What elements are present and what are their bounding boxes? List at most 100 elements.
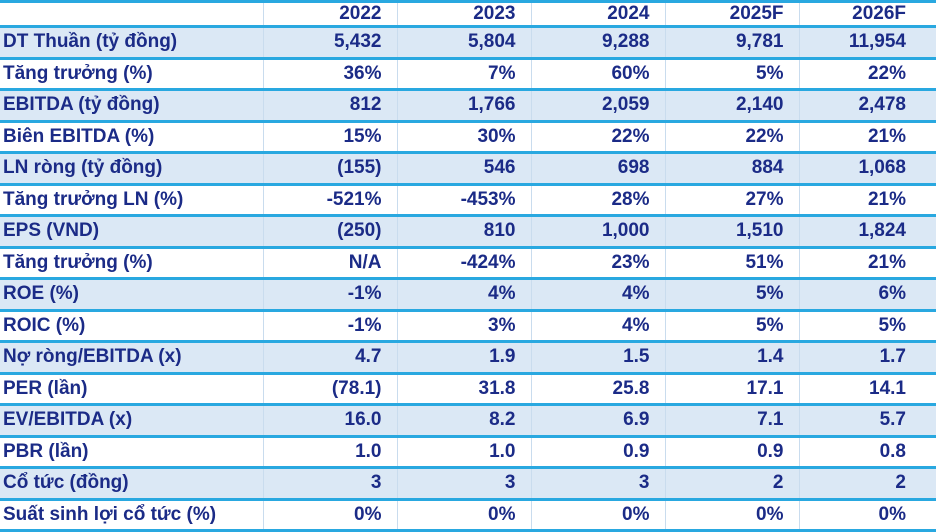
value-cell: 30%: [396, 121, 531, 153]
value-cell: 22%: [664, 121, 799, 153]
table-row: PER (lần) (78.1) 31.8 25.8 17.1 14.1: [0, 373, 936, 405]
value-cell: 1,000: [530, 215, 665, 247]
value-cell: 1.4: [664, 341, 799, 373]
value-cell: 0.8: [798, 436, 936, 468]
value-cell: 4%: [530, 278, 665, 310]
value-cell: 0.9: [530, 436, 665, 468]
value-cell: 16.0: [262, 404, 397, 436]
value-cell: -1%: [262, 278, 397, 310]
value-cell: 21%: [798, 121, 936, 153]
value-cell: 0%: [664, 499, 799, 531]
value-cell: 0%: [530, 499, 665, 531]
value-cell: -453%: [396, 184, 531, 216]
table-row: Tăng trưởng LN (%) -521% -453% 28% 27% 21%: [0, 184, 936, 216]
table-row: Biên EBITDA (%) 15% 30% 22% 22% 21%: [0, 121, 936, 153]
value-cell: 2,059: [530, 89, 665, 121]
value-cell: 22%: [530, 121, 665, 153]
value-cell: 810: [396, 215, 531, 247]
value-cell: 0%: [396, 499, 531, 531]
table-body: DT Thuần (tỷ đồng) 5,432 5,804 9,288 9,781 11…: [0, 26, 936, 531]
value-cell: 2: [798, 467, 936, 499]
column-header-2026f: 2026F: [798, 1, 936, 27]
value-cell: 15%: [262, 121, 397, 153]
value-cell: 5%: [664, 278, 799, 310]
row-label: PBR (lần): [3, 440, 89, 462]
value-cell: 2: [664, 467, 799, 499]
table-row: ROE (%) -1% 4% 4% 5% 6%: [0, 278, 936, 310]
row-label: DT Thuần (tỷ đồng): [3, 31, 178, 53]
table-row: Nợ ròng/EBITDA (x) 4.7 1.9 1.5 1.4 1.7: [0, 341, 936, 373]
column-header-2024: 2024: [530, 1, 665, 27]
value-cell: 4%: [396, 278, 531, 310]
header-row: 2022 2023 2024 2025F 2026F: [0, 1, 936, 27]
table-row: DT Thuần (tỷ đồng) 5,432 5,804 9,288 9,781 11…: [0, 26, 936, 58]
value-cell: 884: [664, 152, 799, 184]
value-cell: 28%: [530, 184, 665, 216]
value-cell: 4%: [530, 310, 665, 342]
value-cell: 1,766: [396, 89, 531, 121]
value-cell: 812: [262, 89, 397, 121]
table-row: Tăng trưởng (%) N/A -424% 23% 51% 21%: [0, 247, 936, 279]
column-header-2025f: 2025F: [664, 1, 799, 27]
value-cell: 27%: [664, 184, 799, 216]
table-row: PBR (lần) 1.0 1.0 0.9 0.9 0.8: [0, 436, 936, 468]
table-row: Cổ tức (đồng) 3 3 3 2 2: [0, 467, 936, 499]
row-label: Tăng trưởng (%): [3, 62, 153, 84]
table-row: EV/EBITDA (x) 16.0 8.2 6.9 7.1 5.7: [0, 404, 936, 436]
value-cell: 1.7: [798, 341, 936, 373]
value-cell: 36%: [262, 58, 397, 90]
row-label: PER (lần): [3, 377, 88, 399]
table-row: ROIC (%) -1% 3% 4% 5% 5%: [0, 310, 936, 342]
value-cell: -1%: [262, 310, 397, 342]
value-cell: 23%: [530, 247, 665, 279]
value-cell: 8.2: [396, 404, 531, 436]
value-cell: 11,954: [798, 26, 936, 58]
value-cell: 546: [396, 152, 531, 184]
value-cell: 3: [396, 467, 531, 499]
value-cell: 25.8: [530, 373, 665, 405]
value-cell: 0.9: [664, 436, 799, 468]
corner-cell: [0, 2, 263, 27]
value-cell: 0%: [262, 499, 397, 531]
value-cell: 2,140: [664, 89, 799, 121]
value-cell: 21%: [798, 184, 936, 216]
row-label: Tăng trưởng (%): [3, 251, 153, 273]
value-cell: 1,824: [798, 215, 936, 247]
row-label: Cổ tức (đồng): [3, 472, 129, 494]
value-cell: 21%: [798, 247, 936, 279]
value-cell: 5%: [664, 58, 799, 90]
value-cell: -424%: [396, 247, 531, 279]
row-label: ROE (%): [3, 283, 79, 305]
value-cell: 1.0: [262, 436, 397, 468]
value-cell: 1.5: [530, 341, 665, 373]
column-header-2022: 2022: [262, 1, 397, 27]
value-cell: 5,804: [396, 26, 531, 58]
value-cell: 31.8: [396, 373, 531, 405]
value-cell: (155): [262, 152, 397, 184]
value-cell: 5%: [664, 310, 799, 342]
value-cell: 3%: [396, 310, 531, 342]
value-cell: N/A: [262, 247, 397, 279]
row-label: EV/EBITDA (x): [3, 409, 133, 431]
value-cell: 1.9: [396, 341, 531, 373]
value-cell: 7.1: [664, 404, 799, 436]
row-label: LN ròng (tỷ đồng): [3, 157, 163, 179]
value-cell: 14.1: [798, 373, 936, 405]
table-row: LN ròng (tỷ đồng) (155) 546 698 884 1,068: [0, 152, 936, 184]
table-row: EPS (VND) (250) 810 1,000 1,510 1,824: [0, 215, 936, 247]
value-cell: (250): [262, 215, 397, 247]
value-cell: 6%: [798, 278, 936, 310]
value-cell: 1,068: [798, 152, 936, 184]
row-label: ROIC (%): [3, 314, 86, 336]
row-label: Tăng trưởng LN (%): [3, 188, 184, 210]
value-cell: -521%: [262, 184, 397, 216]
value-cell: 9,781: [664, 26, 799, 58]
value-cell: 60%: [530, 58, 665, 90]
value-cell: 51%: [664, 247, 799, 279]
value-cell: 5%: [798, 310, 936, 342]
row-label: Suất sinh lợi cổ tức (%): [3, 503, 217, 525]
value-cell: 1,510: [664, 215, 799, 247]
row-label: Biên EBITDA (%): [3, 125, 155, 147]
value-cell: 17.1: [664, 373, 799, 405]
